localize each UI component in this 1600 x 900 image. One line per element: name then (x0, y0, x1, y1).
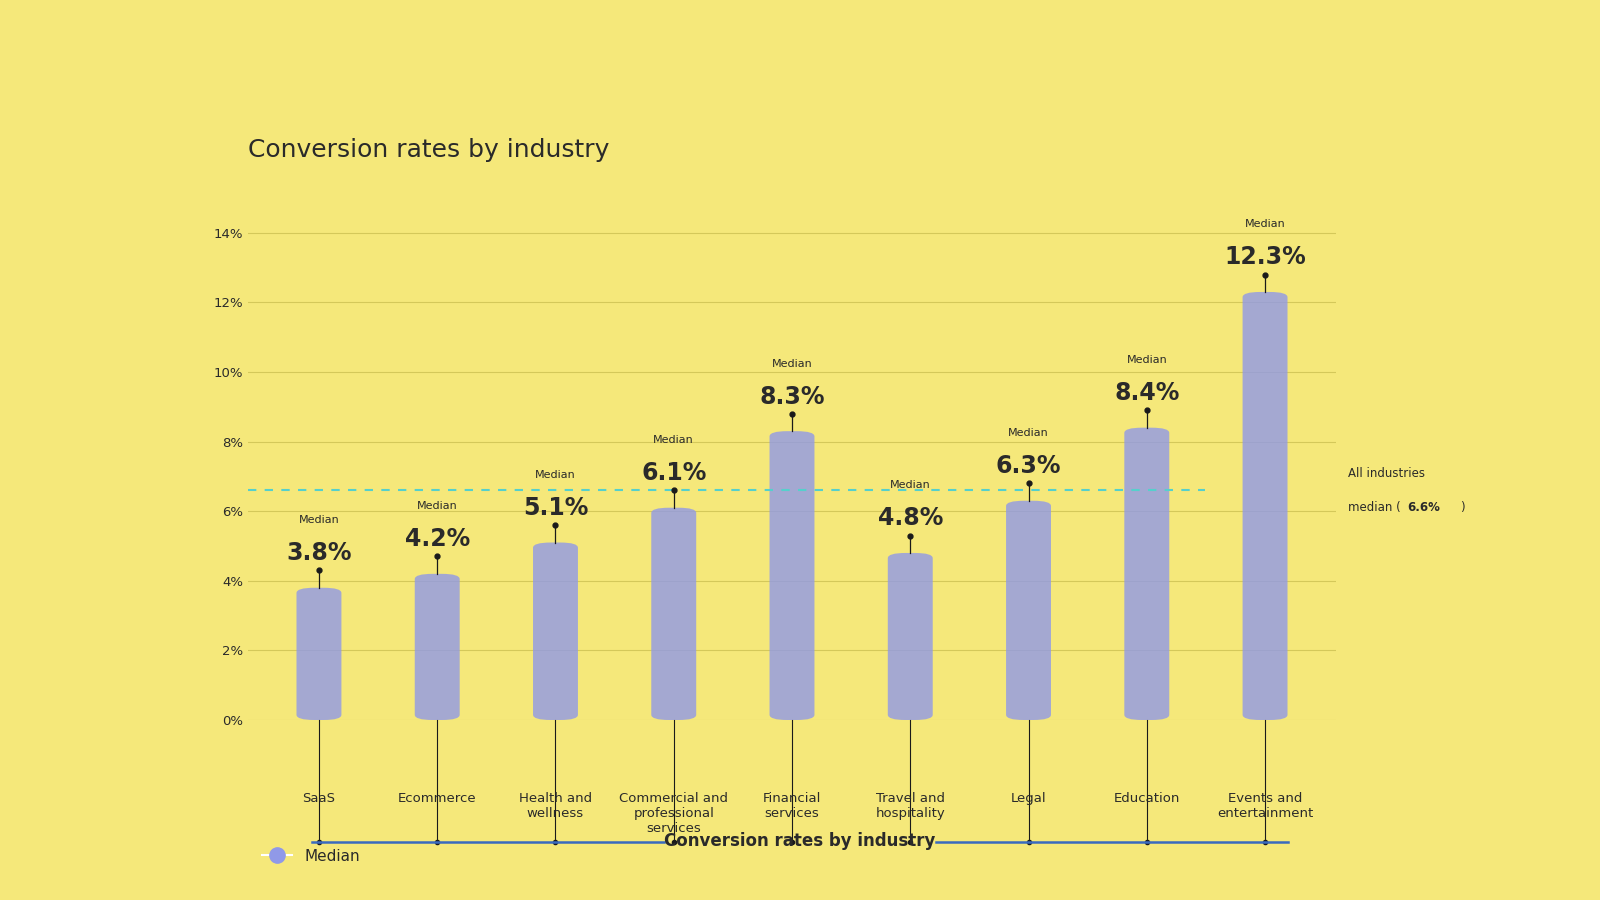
Text: 12.3%: 12.3% (1224, 246, 1306, 269)
Text: 6.6%: 6.6% (1406, 500, 1440, 514)
Text: Ecommerce: Ecommerce (398, 792, 477, 805)
Text: 4.8%: 4.8% (877, 507, 942, 530)
FancyBboxPatch shape (1006, 500, 1051, 720)
Text: Median: Median (534, 470, 576, 480)
Text: Events and
entertainment: Events and entertainment (1218, 792, 1314, 820)
Text: SaaS: SaaS (302, 792, 336, 805)
Legend: Median: Median (256, 842, 366, 870)
Text: ): ) (1461, 500, 1464, 514)
FancyBboxPatch shape (296, 588, 341, 720)
Text: Median: Median (1245, 220, 1285, 230)
Text: Median: Median (299, 515, 339, 525)
Text: Median: Median (1008, 428, 1050, 438)
FancyBboxPatch shape (1243, 292, 1288, 720)
Text: 8.3%: 8.3% (760, 384, 824, 409)
FancyBboxPatch shape (888, 553, 933, 720)
Text: Travel and
hospitality: Travel and hospitality (875, 792, 946, 820)
Text: Median: Median (1126, 355, 1166, 365)
Text: 8.4%: 8.4% (1114, 381, 1179, 405)
Text: Legal: Legal (1011, 792, 1046, 805)
Text: 4.2%: 4.2% (405, 527, 470, 551)
FancyBboxPatch shape (651, 508, 696, 720)
FancyBboxPatch shape (770, 431, 814, 720)
FancyBboxPatch shape (533, 543, 578, 720)
Text: 5.1%: 5.1% (523, 496, 589, 520)
Text: Conversion rates by industry: Conversion rates by industry (664, 832, 936, 850)
Text: Conversion rates by industry: Conversion rates by industry (248, 138, 610, 162)
Text: 6.1%: 6.1% (642, 461, 707, 485)
FancyBboxPatch shape (1125, 428, 1170, 720)
Text: Financial
services: Financial services (763, 792, 821, 820)
Text: All industries: All industries (1347, 467, 1426, 480)
Text: Median: Median (653, 435, 694, 446)
Text: Commercial and
professional
services: Commercial and professional services (619, 792, 728, 835)
Text: Median: Median (418, 501, 458, 511)
Text: Median: Median (890, 481, 931, 491)
Text: Median: Median (771, 358, 813, 368)
FancyBboxPatch shape (414, 574, 459, 720)
Text: 6.3%: 6.3% (995, 454, 1061, 478)
Text: median (: median ( (1347, 500, 1400, 514)
Text: Education: Education (1114, 792, 1179, 805)
Text: 3.8%: 3.8% (286, 541, 352, 565)
Text: Health and
wellness: Health and wellness (518, 792, 592, 820)
